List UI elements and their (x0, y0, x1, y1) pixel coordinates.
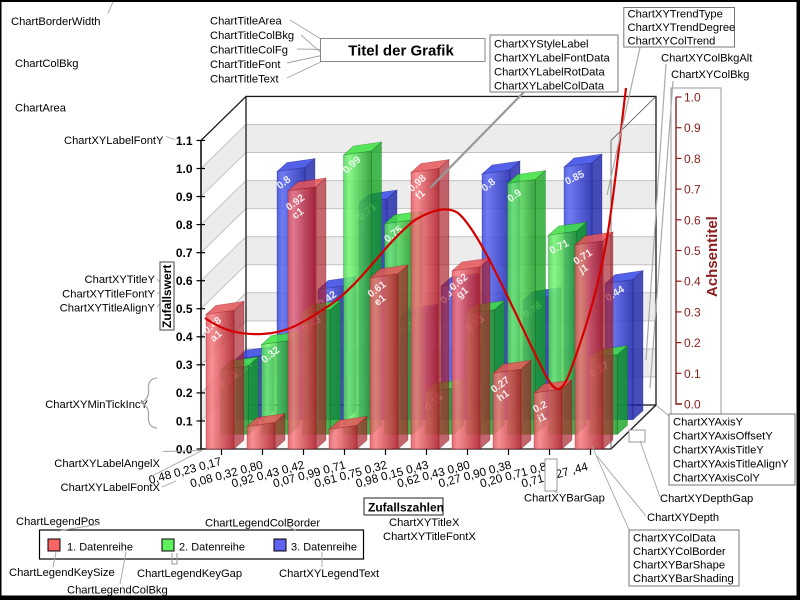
svg-text:Achsentitel: Achsentitel (704, 216, 721, 297)
svg-text:ChartXYColBkgAlt: ChartXYColBkgAlt (661, 53, 753, 65)
svg-text:0.9: 0.9 (176, 190, 193, 204)
svg-text:ChartXYTrendDegree: ChartXYTrendDegree (628, 22, 736, 34)
svg-text:3. Datenreihe: 3. Datenreihe (291, 542, 357, 554)
svg-text:0.3: 0.3 (176, 358, 193, 372)
svg-text:0.0: 0.0 (176, 442, 193, 456)
svg-text:0.5: 0.5 (684, 244, 701, 258)
svg-text:Zufallswert: Zufallswert (160, 265, 174, 328)
svg-text:0.2: 0.2 (176, 386, 193, 400)
svg-text:ChartColBkg: ChartColBkg (15, 58, 78, 70)
svg-text:ChartTitleArea: ChartTitleArea (210, 16, 282, 28)
svg-text:ChartXYAxisColY: ChartXYAxisColY (673, 473, 760, 485)
svg-text:ChartXYAxisY: ChartXYAxisY (673, 417, 744, 429)
svg-text:ChartXYTitleAlignY: ChartXYTitleAlignY (60, 303, 156, 315)
svg-text:0.6: 0.6 (176, 274, 193, 288)
svg-text:ChartTitleColBkg: ChartTitleColBkg (210, 30, 294, 42)
svg-text:0.4: 0.4 (684, 275, 701, 289)
svg-text:1.0: 1.0 (176, 162, 193, 176)
svg-text:ChartTitleColFg: ChartTitleColFg (210, 45, 288, 57)
svg-text:1. Datenreihe: 1. Datenreihe (67, 542, 133, 554)
svg-text:0.2: 0.2 (684, 336, 701, 350)
svg-text:ChartXYAxisTitleAlignY: ChartXYAxisTitleAlignY (673, 459, 789, 471)
svg-text:ChartXYBarShape: ChartXYBarShape (633, 560, 725, 572)
svg-text:ChartXYLabelColData: ChartXYLabelColData (494, 81, 605, 93)
svg-text:0.1: 0.1 (684, 367, 701, 381)
svg-text:0.5: 0.5 (176, 302, 193, 316)
svg-text:1.1: 1.1 (176, 134, 193, 148)
svg-text:ChartXYAxisTitleY: ChartXYAxisTitleY (673, 445, 764, 457)
svg-text:0.7: 0.7 (684, 183, 701, 197)
svg-text:ChartXYTrendType: ChartXYTrendType (628, 9, 723, 21)
svg-text:ChartXYTitleFontY: ChartXYTitleFontY (62, 289, 155, 301)
svg-text:0.8: 0.8 (176, 218, 193, 232)
svg-text:ChartXYColData: ChartXYColData (633, 533, 716, 545)
svg-text:0.0: 0.0 (684, 398, 701, 412)
svg-text:Titel der Grafik: Titel der Grafik (348, 43, 454, 60)
svg-text:ChartXYDepthGap: ChartXYDepthGap (660, 493, 753, 505)
svg-text:ChartXYBarShading: ChartXYBarShading (633, 573, 734, 585)
svg-text:ChartXYColBorder: ChartXYColBorder (633, 546, 726, 558)
svg-text:ChartLegendPos: ChartLegendPos (16, 516, 100, 528)
svg-text:2. Datenreihe: 2. Datenreihe (179, 542, 245, 554)
svg-text:ChartXYLabelRotData: ChartXYLabelRotData (494, 67, 605, 79)
svg-text:ChartXYMinTickIncY: ChartXYMinTickIncY (45, 399, 148, 411)
svg-text:ChartXYTitleX: ChartXYTitleX (389, 517, 460, 529)
svg-text:ChartXYBarGap: ChartXYBarGap (524, 493, 605, 505)
svg-text:ChartXYTitleY: ChartXYTitleY (85, 274, 156, 286)
svg-text:ChartXYAxisOffsetY: ChartXYAxisOffsetY (673, 431, 773, 443)
svg-text:ChartLegendColBkg: ChartLegendColBkg (67, 585, 168, 597)
svg-text:ChartXYLabelFontX: ChartXYLabelFontX (60, 482, 160, 494)
svg-text:0.9: 0.9 (684, 121, 701, 135)
svg-text:0.8: 0.8 (684, 152, 701, 166)
svg-text:ChartXYLegendText: ChartXYLegendText (279, 568, 380, 580)
svg-text:ChartXYColTrend: ChartXYColTrend (628, 36, 716, 48)
svg-text:0.4: 0.4 (176, 330, 193, 344)
svg-text:0.1: 0.1 (176, 414, 193, 428)
svg-text:ChartXYTitleFontX: ChartXYTitleFontX (383, 531, 476, 543)
svg-text:ChartLegendKeyGap: ChartLegendKeyGap (137, 568, 242, 580)
svg-text:ChartXYDepth: ChartXYDepth (647, 512, 719, 524)
svg-text:0.7: 0.7 (176, 246, 193, 260)
svg-text:1.0: 1.0 (684, 91, 701, 105)
svg-text:ChartLegendColBorder: ChartLegendColBorder (205, 518, 320, 530)
svg-text:ChartXYLabelFontData: ChartXYLabelFontData (494, 53, 610, 65)
svg-text:0.6: 0.6 (684, 213, 701, 227)
svg-text:ChartBorderWidth: ChartBorderWidth (11, 16, 101, 28)
svg-text:ChartXYLabelAngelX: ChartXYLabelAngelX (54, 458, 160, 470)
svg-text:0.3: 0.3 (684, 305, 701, 319)
svg-text:ChartXYLabelFontY: ChartXYLabelFontY (64, 135, 164, 147)
svg-text:ChartXYStyleLabel: ChartXYStyleLabel (494, 39, 589, 51)
svg-text:ChartTitleFont: ChartTitleFont (210, 59, 281, 71)
svg-text:ChartXYColBkg: ChartXYColBkg (671, 69, 749, 81)
svg-text:ChartTitleText: ChartTitleText (210, 74, 279, 86)
svg-text:ChartLegendKeySize: ChartLegendKeySize (9, 567, 115, 579)
svg-text:Zufallszahlen: Zufallszahlen (368, 501, 444, 515)
svg-text:ChartArea: ChartArea (15, 103, 67, 115)
